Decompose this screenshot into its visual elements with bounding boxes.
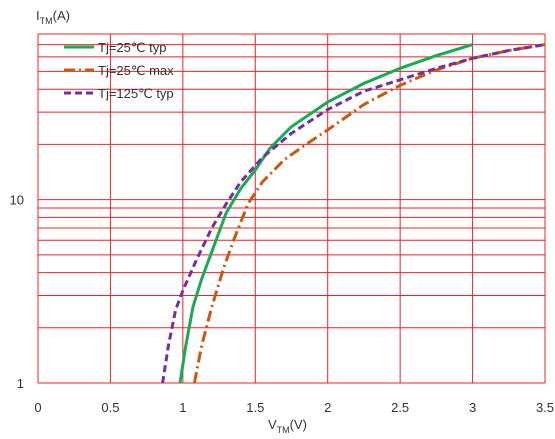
- x-axis-label-main: V: [268, 417, 277, 432]
- grid: [37, 33, 546, 384]
- y-tick-labels: 1 10: [10, 193, 24, 391]
- series-line-1: [192, 43, 545, 383]
- y-tick-label: 1: [17, 376, 24, 391]
- x-tick-label: 3: [469, 400, 476, 415]
- x-tick-label: 2.5: [391, 400, 409, 415]
- series-line-2: [161, 43, 545, 383]
- series-lines: [161, 43, 545, 383]
- y-axis-label-unit: (A): [53, 8, 70, 23]
- legend-label-0: Tj=25℃ typ: [98, 40, 166, 55]
- x-axis-label-unit: (V): [290, 417, 307, 432]
- x-tick-label: 1.5: [246, 400, 264, 415]
- legend: Tj=25℃ typ Tj=25℃ max Tj=125℃ typ: [64, 40, 174, 101]
- x-tick-label: 1: [179, 400, 186, 415]
- y-tick-label: 10: [10, 193, 24, 208]
- legend-label-1: Tj=25℃ max: [98, 63, 174, 78]
- y-axis-label-main: I: [36, 8, 40, 23]
- y-axis-label-sub: TM: [40, 16, 53, 26]
- series-line-0: [178, 43, 474, 383]
- legend-label-2: Tj=125℃ typ: [98, 86, 174, 101]
- x-tick-label: 3.5: [536, 400, 554, 415]
- y-axis-label: ITM(A): [36, 8, 70, 26]
- x-axis-label: VTM(V): [268, 417, 307, 435]
- x-tick-label: 0.5: [101, 400, 119, 415]
- x-tick-label: 0: [34, 400, 41, 415]
- x-tick-label: 2: [324, 400, 331, 415]
- x-axis-label-sub: TM: [277, 425, 290, 435]
- x-tick-labels: 0 0.5 1 1.5 2 2.5 3 3.5: [34, 400, 554, 415]
